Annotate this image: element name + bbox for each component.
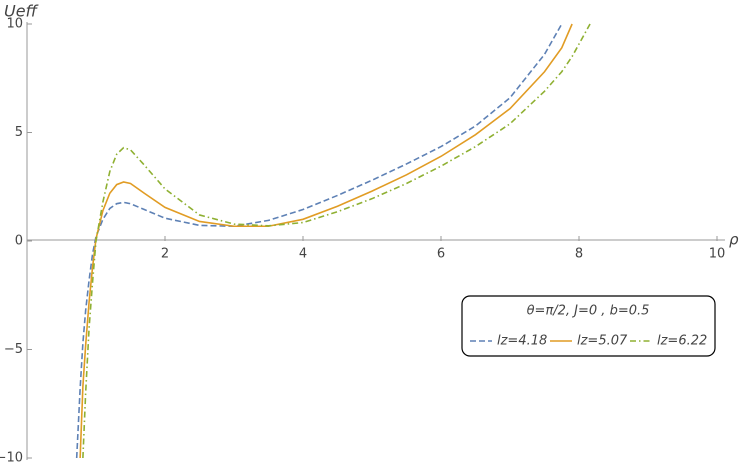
y-tick-label: −5 bbox=[4, 342, 23, 357]
y-axis-label: Ueff bbox=[4, 2, 40, 21]
series-line bbox=[82, 23, 591, 459]
x-tick-label: 10 bbox=[709, 247, 726, 262]
legend-label: lz=4.18 bbox=[497, 334, 547, 349]
legend-label: lz=5.07 bbox=[577, 334, 628, 349]
x-tick-label: 2 bbox=[161, 247, 169, 262]
x-tick-label: 6 bbox=[437, 247, 445, 262]
y-tick-label: 0 bbox=[15, 234, 23, 249]
y-tick-label: 5 bbox=[15, 125, 23, 140]
series-line bbox=[75, 23, 563, 459]
y-tick-label: 10 bbox=[6, 17, 23, 32]
series-line bbox=[79, 23, 573, 459]
legend-box bbox=[461, 295, 716, 357]
legend-label: lz=6.22 bbox=[657, 334, 707, 349]
x-tick-label: 8 bbox=[575, 247, 583, 262]
x-tick-label: 4 bbox=[299, 247, 307, 262]
x-axis-label: ρ bbox=[729, 231, 739, 249]
plot-area bbox=[75, 23, 591, 459]
y-tick-label: −10 bbox=[0, 451, 23, 466]
legend-title: θ=π/2, J=0 , b=0.5 bbox=[527, 304, 650, 319]
